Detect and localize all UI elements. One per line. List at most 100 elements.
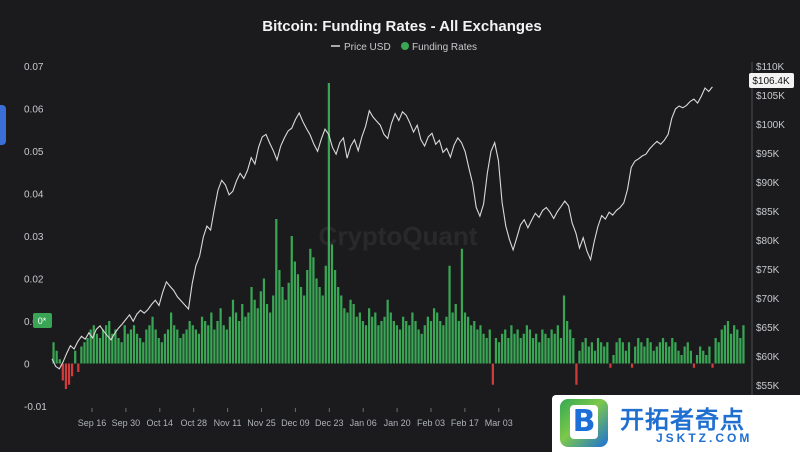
funding-bar-positive bbox=[318, 287, 321, 364]
funding-bar-positive bbox=[364, 325, 368, 364]
funding-bar-positive bbox=[225, 329, 228, 364]
funding-bar-positive bbox=[135, 333, 139, 364]
funding-bar-positive bbox=[547, 338, 550, 364]
price-usd-line bbox=[51, 86, 713, 370]
left-tick-label: 0.03 bbox=[24, 232, 44, 243]
x-tick-label: Jan 20 bbox=[384, 418, 411, 428]
funding-bar-positive bbox=[179, 338, 182, 364]
funding-bar-positive bbox=[244, 316, 247, 364]
funding-bar-positive bbox=[126, 333, 129, 364]
funding-bar-positive bbox=[414, 321, 417, 364]
funding-bar-positive bbox=[442, 325, 445, 364]
site-logo-icon: B bbox=[560, 399, 608, 447]
funding-bar-positive bbox=[402, 316, 405, 364]
right-tick-label: $75K bbox=[756, 265, 780, 276]
x-tick-label: Nov 11 bbox=[214, 418, 242, 428]
funding-bar-positive bbox=[494, 338, 498, 364]
left-tick-label: 0.02 bbox=[24, 275, 44, 286]
left-tick-label: 0.04 bbox=[24, 190, 44, 201]
funding-bar-positive bbox=[578, 350, 581, 364]
funding-bar-negative bbox=[711, 363, 714, 368]
x-tick-label: Dec 23 bbox=[315, 418, 344, 428]
funding-bar-positive bbox=[538, 342, 541, 364]
chart-legend[interactable]: Price USD Funding Rates bbox=[331, 42, 477, 53]
funding-bar-positive bbox=[269, 312, 272, 364]
funding-bar-positive bbox=[58, 359, 61, 364]
left-tick-label: 0.07 bbox=[24, 62, 44, 73]
funding-bar-positive bbox=[241, 304, 244, 364]
funding-bar-positive bbox=[222, 325, 225, 364]
side-panel-tab[interactable] bbox=[0, 105, 6, 145]
funding-bar-positive bbox=[668, 346, 671, 364]
funding-bar-positive bbox=[303, 295, 306, 364]
chart-watermark: CryptoQuant bbox=[319, 221, 478, 251]
funding-bar-positive bbox=[142, 342, 145, 364]
funding-bar-negative bbox=[575, 363, 578, 385]
funding-bar-positive bbox=[349, 299, 352, 364]
right-tick-label: $100K bbox=[756, 120, 785, 131]
funding-bar-positive bbox=[429, 321, 433, 364]
funding-bar-positive bbox=[284, 299, 287, 364]
funding-bar-positive bbox=[572, 338, 575, 364]
funding-bar-positive bbox=[603, 346, 606, 364]
x-tick-label: Jan 06 bbox=[350, 418, 377, 428]
x-tick-label: Oct 14 bbox=[147, 418, 174, 428]
funding-bar-positive bbox=[343, 308, 346, 364]
funding-bar-positive bbox=[683, 346, 686, 364]
funding-bar-positive bbox=[204, 321, 207, 364]
funding-bar-positive bbox=[389, 312, 392, 364]
funding-bar-positive bbox=[111, 333, 114, 364]
funding-bar-positive bbox=[89, 329, 92, 364]
funding-bar-positive bbox=[157, 338, 160, 364]
funding-bar-positive bbox=[652, 350, 655, 364]
funding-bar-positive bbox=[646, 338, 649, 364]
funding-bar-positive bbox=[234, 312, 238, 364]
funding-bar-positive bbox=[395, 325, 399, 364]
funding-bar-positive bbox=[182, 333, 185, 364]
funding-bar-positive bbox=[736, 329, 739, 364]
funding-bar-positive bbox=[600, 342, 603, 364]
funding-bar-positive bbox=[105, 325, 108, 364]
funding-bar-positive bbox=[197, 333, 201, 364]
funding-bar-positive bbox=[720, 329, 723, 364]
right-tick-label: $70K bbox=[756, 294, 780, 305]
funding-bar-positive bbox=[460, 248, 464, 364]
funding-bar-positive bbox=[238, 321, 241, 364]
legend-price-label[interactable]: Price USD bbox=[344, 42, 391, 53]
funding-bar-positive bbox=[525, 325, 529, 364]
funding-bar-positive bbox=[726, 321, 730, 364]
funding-bar-positive bbox=[281, 287, 284, 364]
funding-bar-positive bbox=[658, 342, 662, 364]
funding-bar-positive bbox=[432, 308, 436, 364]
funding-bar-positive bbox=[661, 338, 665, 364]
funding-bar-positive bbox=[501, 333, 504, 364]
right-tick-label: $60K bbox=[756, 352, 780, 363]
funding-bar-positive bbox=[436, 312, 439, 364]
funding-bar-negative bbox=[609, 363, 612, 368]
funding-bar-positive bbox=[74, 350, 77, 364]
funding-bar-positive bbox=[550, 329, 553, 364]
funding-bar-positive bbox=[637, 338, 640, 364]
site-badge[interactable]: B 开拓者奇点 JSKTZ.COM bbox=[552, 395, 800, 452]
funding-bar-positive bbox=[655, 346, 658, 364]
funding-bar-positive bbox=[386, 299, 389, 364]
funding-bar-positive bbox=[714, 338, 717, 364]
funding-bar-positive bbox=[355, 316, 358, 364]
funding-bar-positive bbox=[674, 342, 677, 364]
funding-bar-positive bbox=[723, 325, 727, 364]
funding-bar-positive bbox=[210, 312, 213, 364]
funding-bar-positive bbox=[677, 350, 680, 364]
funding-bar-positive bbox=[219, 308, 222, 364]
funding-bar-positive bbox=[680, 355, 683, 364]
funding-bar-positive bbox=[83, 342, 86, 364]
zero-marker-label: 0* bbox=[38, 316, 47, 326]
funding-bar-positive bbox=[717, 342, 720, 364]
funding-bar-positive bbox=[423, 325, 426, 364]
legend-funding-label[interactable]: Funding Rates bbox=[412, 42, 477, 53]
funding-bar-negative bbox=[630, 363, 634, 368]
funding-bar-positive bbox=[454, 304, 457, 364]
funding-bar-positive bbox=[420, 333, 423, 364]
funding-bar-positive bbox=[176, 329, 179, 364]
funding-bar-positive bbox=[321, 295, 324, 364]
zero-marker: 0* bbox=[33, 313, 52, 328]
